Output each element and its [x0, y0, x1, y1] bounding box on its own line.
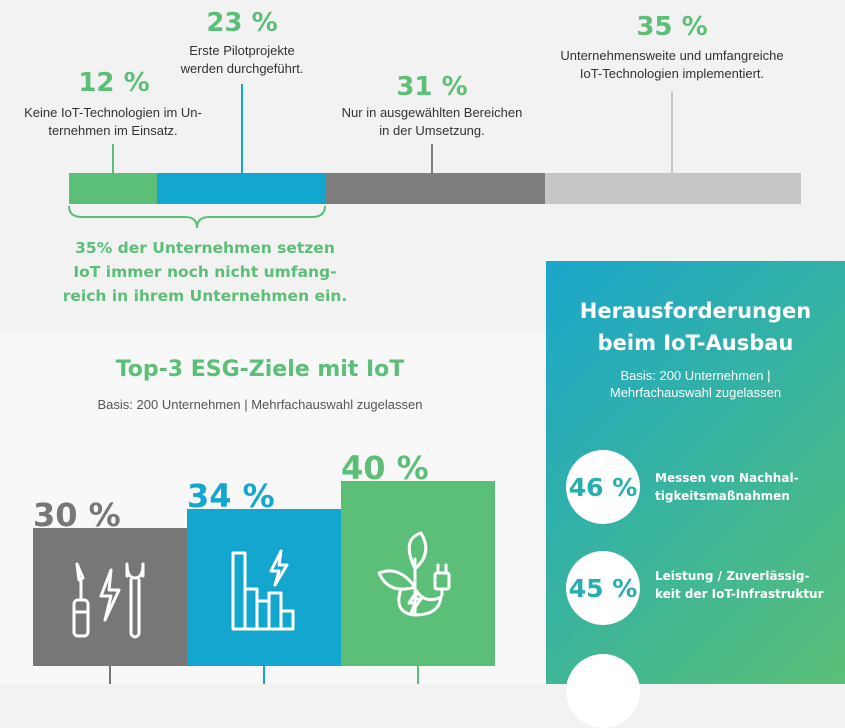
challenges-subtitle-line-1: Basis: 200 Unternehmen | [620, 368, 771, 383]
esg-bar-3-stem [417, 666, 419, 684]
bar-chart-lightning-icon [231, 549, 295, 631]
adoption-bar-segment-3 [325, 173, 545, 204]
esg-bar-2-stem [263, 666, 265, 684]
esg-bar-1-pct: 30 % [33, 496, 121, 534]
brace-icon [68, 205, 326, 229]
challenge-1-label-line-1: Messen von Nachhal- [655, 471, 799, 485]
adoption-pct-3: 31 % [396, 72, 468, 102]
adoption-tick-2 [241, 84, 243, 173]
challenge-2-pct: 45 % [566, 551, 640, 625]
challenge-1-pct: 46 % [566, 450, 640, 524]
challenges-subtitle: Basis: 200 Unternehmen | Mehrfachauswahl… [546, 367, 845, 401]
esg-bar-3 [341, 481, 495, 666]
esg-bar-3-pct: 40 % [341, 449, 429, 487]
challenge-1-label: Messen von Nachhal- tigkeitsmaßnahmen [655, 469, 840, 505]
adoption-bar-segment-2 [157, 173, 325, 204]
adoption-desc-3-line-2: in der Umsetzung. [379, 123, 485, 138]
adoption-pct-1: 12 % [78, 68, 150, 98]
challenge-2-label-line-2: keit der IoT-Infrastruktur [655, 587, 824, 601]
challenge-1-label-line-2: tigkeitsmaßnahmen [655, 489, 790, 503]
adoption-desc-2: Erste Pilotprojekte werden durchgeführt. [142, 42, 342, 78]
esg-title: Top-3 ESG-Ziele mit IoT [115, 357, 405, 382]
adoption-pct-2: 23 % [206, 8, 278, 38]
adoption-note-line-3: reich in ihrem Unternehmen ein. [62, 287, 348, 305]
adoption-desc-1: Keine IoT-Technologien im Un- ternehmen … [0, 104, 226, 140]
challenges-panel: Herausforderungen beim IoT-Ausbau Basis:… [546, 261, 845, 728]
adoption-pct-4: 35 % [636, 12, 708, 42]
esg-subtitle: Basis: 200 Unternehmen | Mehrfachauswahl… [97, 397, 423, 412]
esg-bar-1-stem [109, 666, 111, 684]
adoption-desc-2-line-2: werden durchgeführt. [180, 61, 304, 76]
challenge-3-circle [566, 654, 640, 728]
adoption-note-line-2: IoT immer noch nicht umfang- [73, 263, 337, 281]
esg-bar-1 [33, 528, 187, 666]
adoption-desc-2-line-1: Erste Pilotprojekte [189, 43, 295, 58]
challenges-title-line-1: Herausforderungen [579, 299, 812, 323]
adoption-desc-1-line-1: Keine IoT-Technologien im Un- [24, 105, 202, 120]
challenges-title: Herausforderungen beim IoT-Ausbau [546, 295, 845, 359]
adoption-tick-1 [112, 144, 114, 173]
adoption-tick-3 [431, 144, 433, 173]
esg-bar-2-pct: 34 % [187, 477, 275, 515]
adoption-desc-3-line-1: Nur in ausgewählten Bereichen [341, 105, 523, 120]
challenges-subtitle-line-2: Mehrfachauswahl zugelassen [609, 385, 782, 400]
adoption-desc-1-line-2: ternehmen im Einsatz. [48, 123, 178, 138]
challenge-2-label-line-1: Leistung / Zuverlässig- [655, 569, 810, 583]
adoption-desc-3: Nur in ausgewählten Bereichen in der Ums… [312, 104, 552, 140]
adoption-tick-4 [671, 92, 673, 173]
esg-bar-2 [187, 509, 341, 666]
adoption-bar-segment-4 [545, 173, 801, 204]
plant-plug-icon [377, 531, 451, 617]
adoption-desc-4-line-2: IoT-Technologien implementiert. [579, 66, 765, 81]
adoption-desc-4: Unternehmensweite und umfangreiche IoT-T… [532, 47, 812, 83]
challenge-2-label: Leistung / Zuverlässig- keit der IoT-Inf… [655, 567, 840, 603]
tools-lightning-icon [72, 562, 145, 639]
adoption-desc-4-line-1: Unternehmensweite und umfangreiche [560, 48, 784, 63]
adoption-bar-segment-1 [69, 173, 157, 204]
challenges-title-line-2: beim IoT-Ausbau [597, 331, 794, 355]
adoption-note-line-1: 35% der Unternehmen setzen [75, 239, 335, 257]
adoption-note: 35% der Unternehmen setzen IoT immer noc… [40, 236, 370, 308]
